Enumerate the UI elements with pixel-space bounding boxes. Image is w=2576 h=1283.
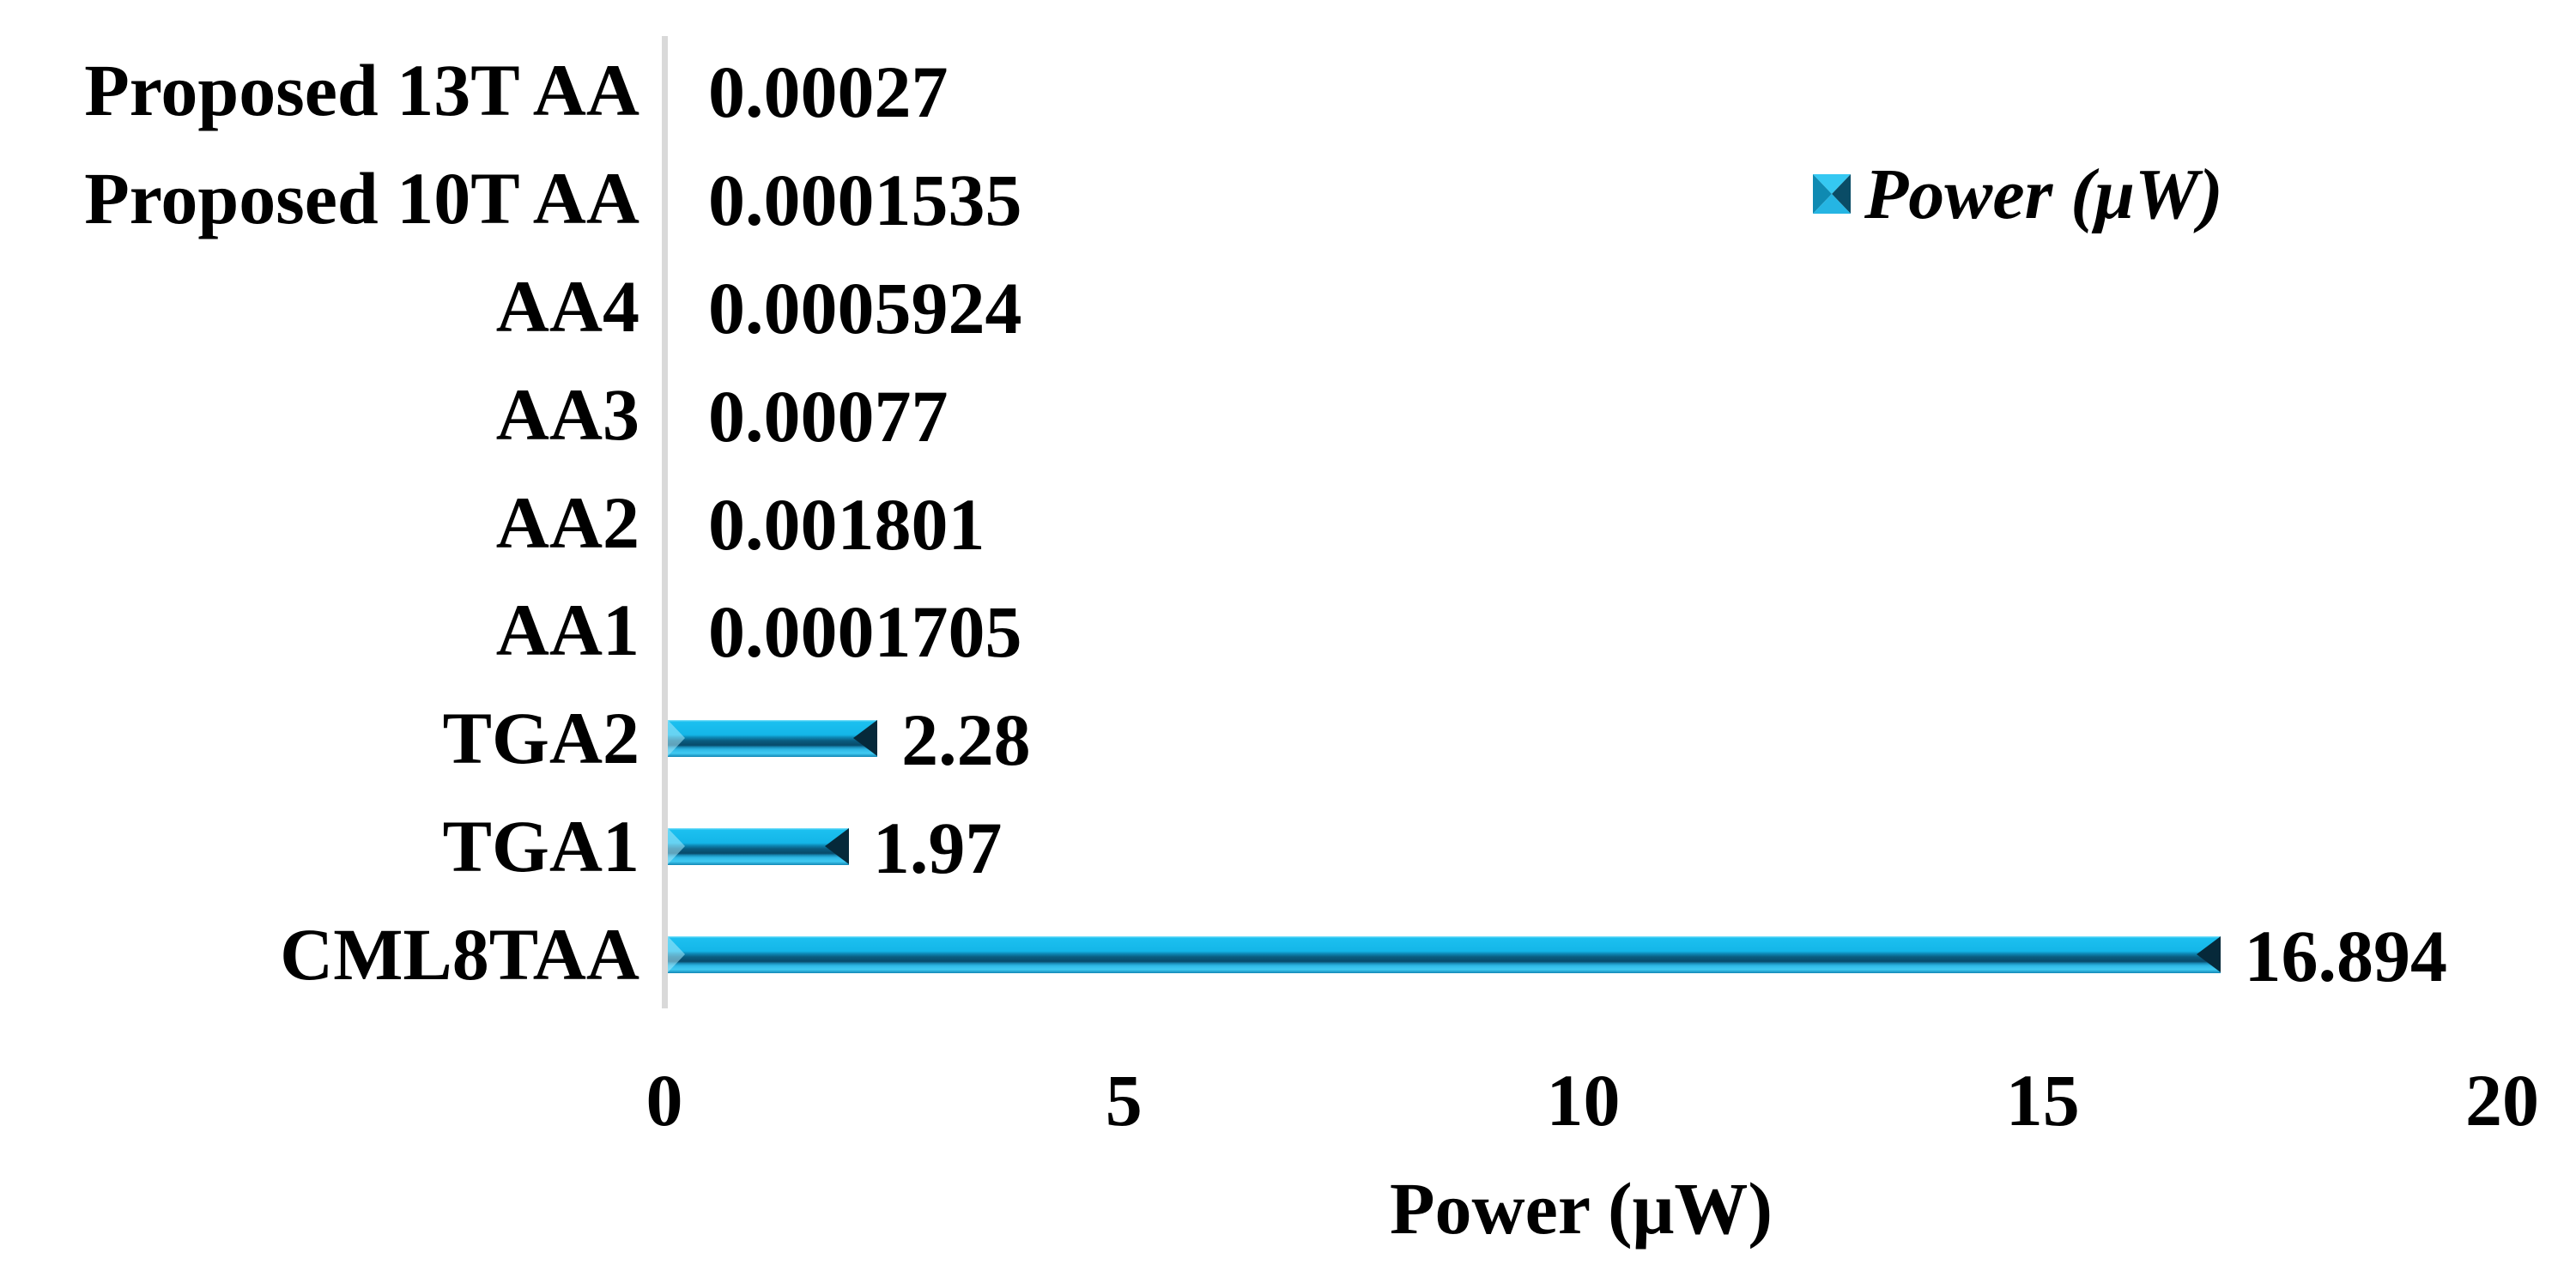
legend-marker-bottom-facet	[1813, 194, 1851, 214]
x-tick-label: 20	[2465, 1059, 2539, 1141]
legend-marker-left-facet	[1813, 174, 1832, 214]
data-label: 0.0001535	[708, 158, 1022, 241]
x-tick-label: 10	[1546, 1059, 1621, 1141]
category-label: Proposed 13T AA	[84, 48, 639, 131]
x-tick-label: 15	[2005, 1059, 2080, 1141]
category-label: AA2	[495, 481, 639, 564]
legend: Power (μW)	[1813, 146, 2223, 242]
bar	[668, 719, 878, 757]
bar	[668, 935, 2221, 973]
category-axis-line	[662, 36, 668, 1008]
data-label: 0.00077	[708, 374, 949, 457]
legend-marker-icon	[1813, 174, 1851, 214]
x-tick-label: 5	[1105, 1059, 1143, 1141]
data-label: 16.894	[2244, 915, 2448, 998]
category-label: CML8TAA	[280, 913, 639, 996]
data-label: 0.00027	[708, 50, 949, 133]
category-label: Proposed 10T AA	[84, 156, 639, 239]
category-label: AA1	[495, 589, 639, 672]
data-label: 0.0005924	[708, 266, 1022, 349]
category-label: TGA1	[442, 805, 639, 888]
category-label: AA3	[495, 372, 639, 456]
data-label: 0.001801	[708, 482, 985, 566]
x-axis-title: Power (μW)	[1390, 1167, 1773, 1250]
x-tick-label: 0	[646, 1059, 683, 1141]
legend-marker-top-facet	[1813, 174, 1851, 194]
category-label: TGA2	[442, 697, 639, 780]
category-label: AA4	[495, 264, 639, 348]
data-label: 2.28	[901, 699, 1031, 782]
bar	[668, 827, 849, 865]
legend-marker-right-facet	[1832, 174, 1851, 214]
legend-label: Power (μW)	[1864, 154, 2223, 234]
data-label: 0.0001705	[708, 590, 1022, 674]
data-label: 1.97	[872, 807, 1003, 890]
